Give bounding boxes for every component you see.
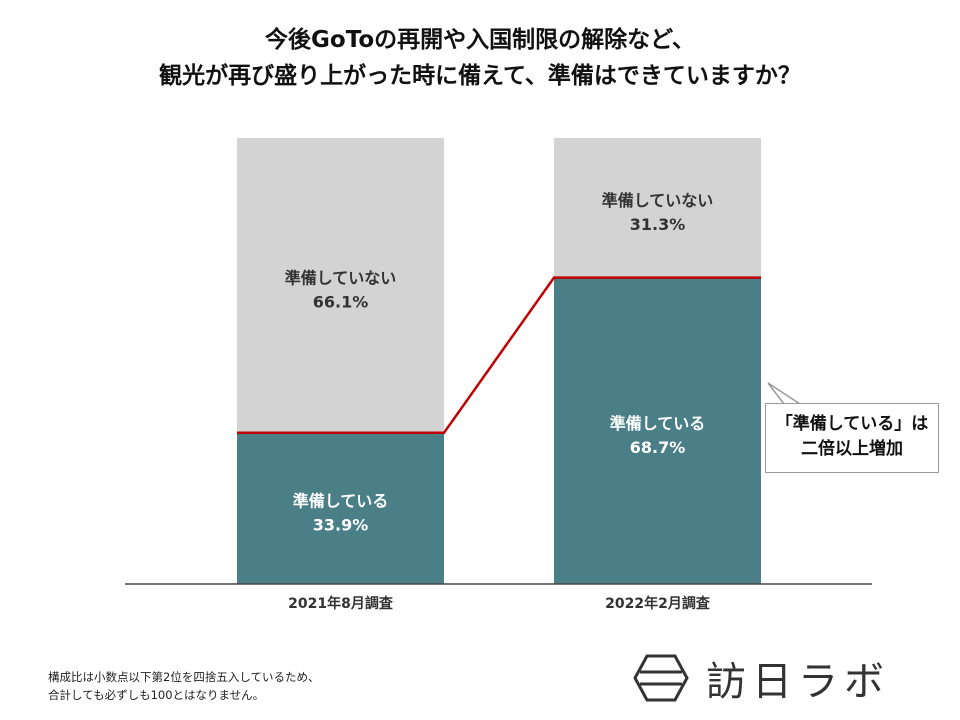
chart-title: 今後GoToの再開や入国制限の解除など、 観光が再び盛り上がった時に備えて、準備… xyxy=(0,22,960,94)
footnote: 構成比は小数点以下第2位を四捨五入しているため、 合計しても必ずしも100とはな… xyxy=(48,668,319,704)
data-label-series-name: 準備していない xyxy=(602,191,714,210)
chart-title-line2: 観光が再び盛り上がった時に備えて、準備はできていますか？ xyxy=(159,63,801,89)
data-label-series-name: 準備している xyxy=(293,491,389,510)
callout-box: 「準備している」は 二倍以上増加 xyxy=(765,403,939,473)
chart-title-line1: 今後GoToの再開や入国制限の解除など、 xyxy=(265,27,695,53)
data-label-value: 33.9% xyxy=(313,515,369,534)
callout-line2: 二倍以上増加 xyxy=(801,439,903,459)
footnote-line1: 構成比は小数点以下第2位を四捨五入しているため、 xyxy=(48,670,320,684)
footnote-line2: 合計しても必ずしも100とはなりません。 xyxy=(48,688,265,702)
callout-line1: 「準備している」は xyxy=(775,414,929,434)
data-label-series-name: 準備していない xyxy=(285,268,397,287)
x-tick-label: 2022年2月調査 xyxy=(605,595,711,612)
callout-pointer xyxy=(767,382,803,405)
x-tick-label: 2021年8月調査 xyxy=(288,595,394,612)
brand-logo: 訪日ラボ xyxy=(632,650,890,706)
brand-logo-text: 訪日ラボ xyxy=(706,659,890,705)
bar-segment-prepared xyxy=(554,277,761,584)
connector-line xyxy=(237,276,761,435)
bar-segment-not-prepared xyxy=(237,138,444,433)
hexagon-logo-icon xyxy=(633,654,689,702)
data-label-series-name: 準備している xyxy=(610,414,706,433)
data-label-value: 31.3% xyxy=(630,215,686,234)
bar-segment-prepared xyxy=(237,432,444,584)
data-label-value: 66.1% xyxy=(313,292,369,311)
bar-segment-not-prepared xyxy=(554,138,761,278)
data-label-value: 68.7% xyxy=(630,438,686,457)
